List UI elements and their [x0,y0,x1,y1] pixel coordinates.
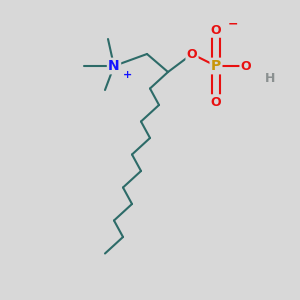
Text: O: O [187,47,197,61]
Text: O: O [241,59,251,73]
Text: P: P [211,59,221,73]
Text: O: O [211,23,221,37]
Text: −: − [227,17,238,31]
Text: O: O [211,95,221,109]
Text: H: H [265,71,275,85]
Text: N: N [108,59,120,73]
Text: +: + [123,70,132,80]
